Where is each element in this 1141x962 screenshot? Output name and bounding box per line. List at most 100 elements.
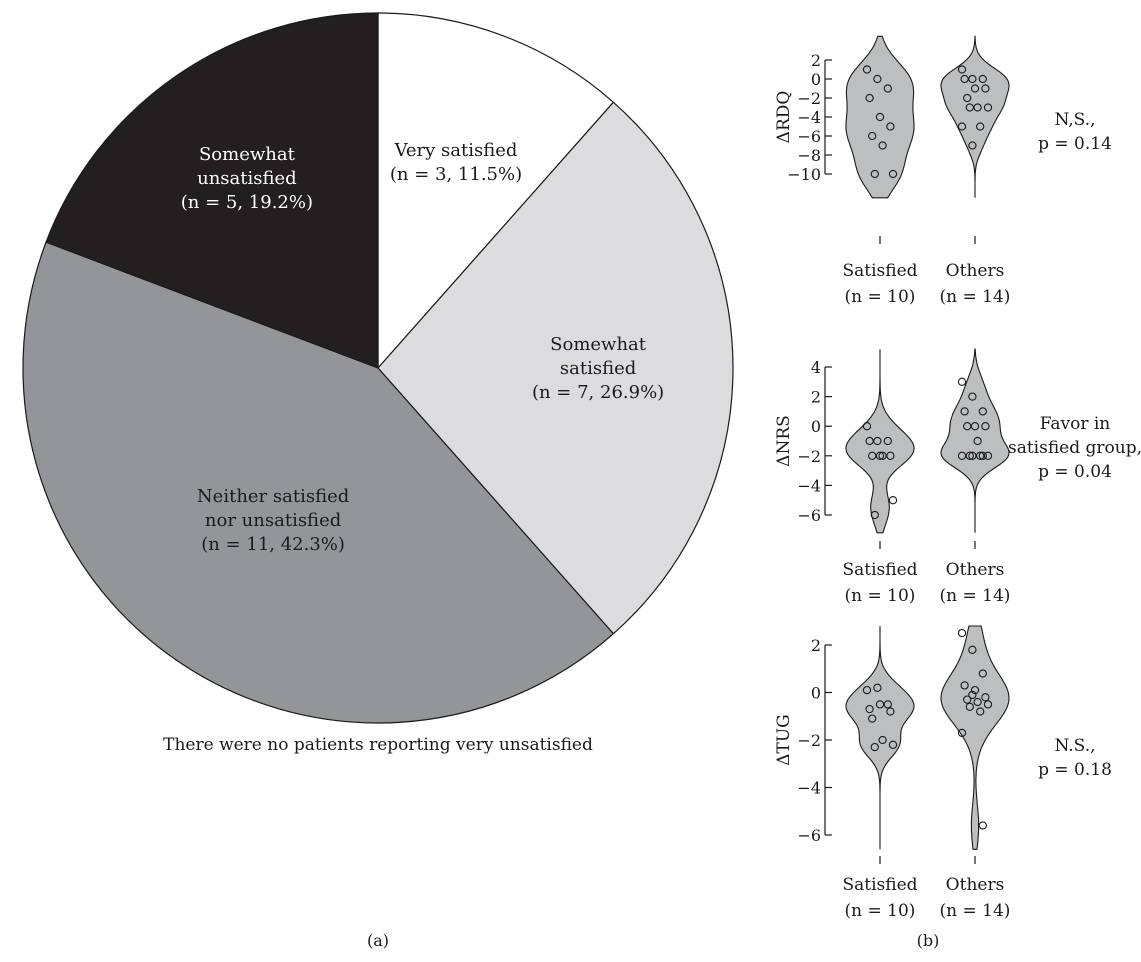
data-point	[978, 407, 987, 416]
data-point	[978, 821, 987, 830]
data-point	[862, 422, 872, 431]
y-tick-label: −4	[797, 779, 821, 798]
y-tick-label: 2	[811, 51, 821, 70]
data-point	[963, 93, 972, 103]
significance-annotation: N,S.,	[1054, 110, 1095, 130]
y-tick-label: −6	[797, 506, 821, 525]
data-point	[981, 422, 990, 431]
data-point	[973, 103, 982, 112]
data-point	[968, 645, 977, 654]
data-point	[873, 683, 882, 692]
violin-panel: 20−2−4−6−8−10 ΔRDQ Satisfied (n = 10) Others…	[774, 35, 1112, 307]
group-name: Others	[946, 875, 1005, 895]
panel-label-b: (b)	[917, 931, 940, 950]
pie-slice-value: (n = 11, 42.3%)	[201, 534, 345, 555]
y-tick-label: 0	[811, 684, 821, 703]
violin-panel: 4 2 0 −2 −4 −6 ΔNRS Satisfied (n = 10) Others (n =…	[774, 348, 1141, 606]
group-name: Others	[946, 560, 1005, 580]
data-point	[970, 84, 980, 93]
data-point	[957, 728, 967, 738]
data-point	[888, 740, 898, 749]
panel-label-a: (a)	[367, 931, 389, 950]
data-point	[875, 451, 885, 460]
data-point	[981, 693, 990, 702]
data-point	[983, 451, 993, 460]
data-point	[875, 112, 885, 122]
group-n-label: (n = 14)	[940, 287, 1011, 307]
data-point	[963, 422, 972, 431]
y-axis-label: ΔRDQ	[774, 91, 794, 144]
data-point	[957, 122, 967, 131]
y-tick-label: −2	[797, 731, 821, 750]
data-point	[870, 742, 879, 752]
group-n-label: (n = 10)	[845, 901, 916, 921]
violin-shape	[940, 348, 1010, 533]
pie-slice-label: satisfied	[560, 358, 636, 379]
pie-slice	[22, 241, 615, 724]
data-point	[960, 407, 969, 416]
violin-shape	[940, 35, 1010, 198]
y-tick-label: −4	[797, 476, 821, 495]
data-point	[968, 141, 977, 150]
data-point	[960, 681, 969, 690]
y-tick-label: −6	[797, 826, 821, 845]
group-n-label: (n = 14)	[940, 901, 1011, 921]
pie-slice	[45, 12, 379, 369]
data-point	[978, 74, 987, 84]
data-point	[960, 74, 969, 84]
data-point	[888, 169, 898, 179]
data-point	[978, 451, 987, 460]
violin-panel: 2 0 −2 −4 −6 ΔTUG Satisfied (n = 10) Others (n = …	[774, 625, 1112, 921]
y-tick-label: 0	[811, 417, 821, 436]
data-point	[868, 451, 877, 460]
y-tick-label: −10	[787, 165, 821, 184]
data-point	[883, 84, 892, 93]
data-point	[878, 735, 887, 745]
data-point	[968, 392, 977, 401]
y-tick-label: −2	[797, 89, 821, 108]
pie-slice-label: unsatisfied	[197, 168, 297, 189]
violin-shape	[845, 349, 915, 534]
data-point	[886, 451, 895, 460]
data-point	[875, 700, 885, 709]
y-tick-label: 0	[811, 70, 821, 89]
data-point	[970, 422, 980, 431]
y-axis-label: ΔNRS	[774, 415, 794, 467]
group-n-label: (n = 10)	[845, 287, 916, 307]
data-point	[865, 704, 874, 714]
data-point	[886, 707, 895, 716]
data-point	[865, 93, 874, 103]
group-name: Satisfied	[842, 875, 917, 895]
pie-slice-value: (n = 7, 26.9%)	[532, 382, 664, 403]
data-point	[976, 451, 985, 460]
pie-chart: Very satisfied (n = 3, 11.5%) Somewhat sati…	[22, 12, 734, 724]
data-point	[862, 65, 872, 74]
group-name: Satisfied	[842, 560, 917, 580]
violin-shape	[940, 625, 1010, 850]
pie-slice	[377, 101, 734, 635]
data-point	[868, 131, 877, 141]
data-point	[973, 436, 982, 446]
pie-slice-label: Somewhat	[199, 144, 296, 165]
data-point	[957, 451, 967, 460]
pie-slice-label: Somewhat	[550, 334, 647, 355]
data-point	[981, 84, 990, 93]
data-point	[888, 496, 898, 505]
data-point	[878, 141, 887, 150]
data-point	[873, 74, 882, 84]
y-tick-label: 2	[811, 388, 821, 407]
data-point	[878, 451, 887, 460]
pie-slice-label: Neither satisfied	[197, 486, 349, 507]
pie-slice-value: (n = 5, 19.2%)	[181, 192, 313, 213]
data-point	[965, 103, 974, 112]
data-point	[957, 65, 967, 74]
y-axis-label: ΔTUG	[774, 714, 794, 766]
data-point	[968, 690, 977, 700]
pie-slice	[377, 12, 615, 370]
violin-shape	[845, 35, 915, 199]
data-point	[983, 103, 993, 112]
data-point	[965, 702, 974, 711]
data-point	[968, 451, 977, 460]
data-point	[868, 714, 877, 723]
